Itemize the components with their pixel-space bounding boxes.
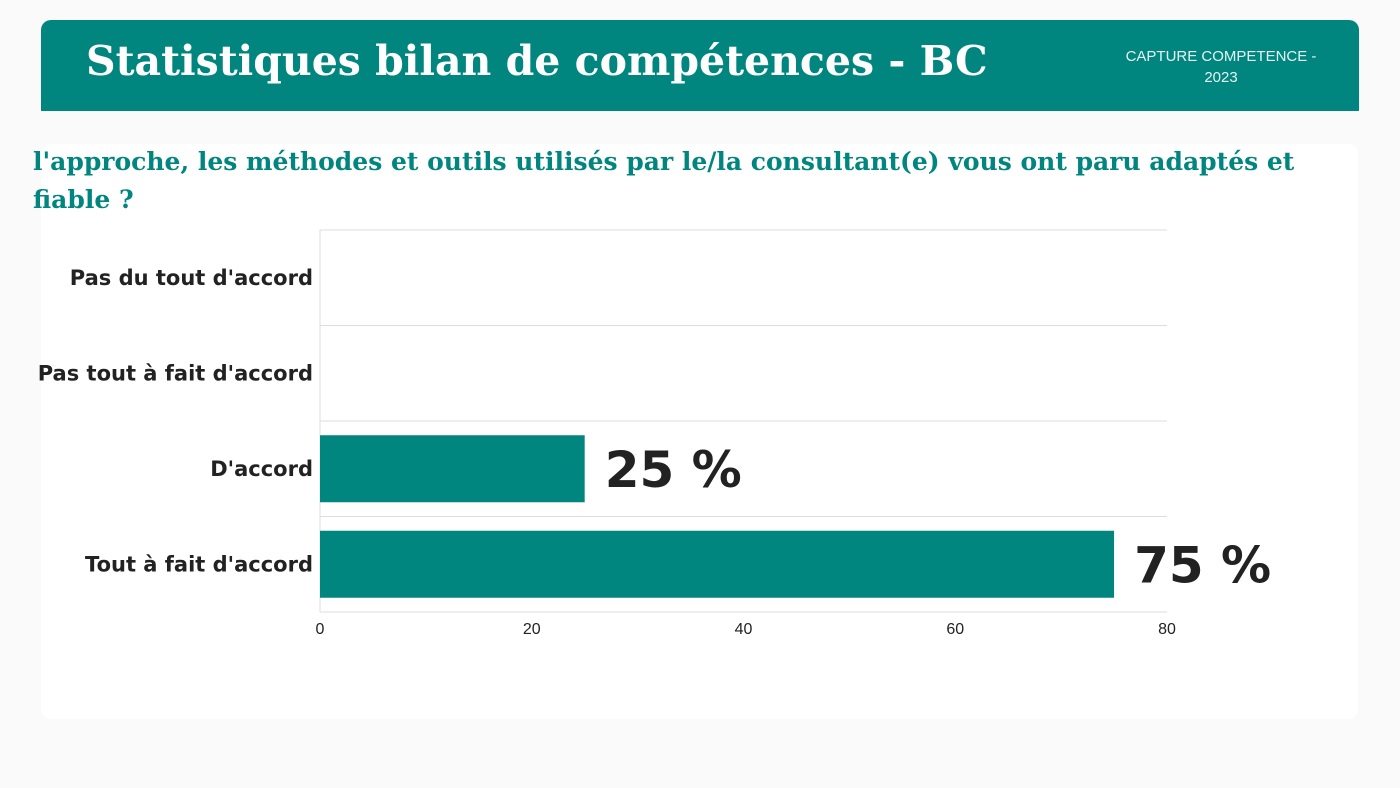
data-label-3: 75 % — [1134, 536, 1271, 594]
bar-3 — [320, 530, 1115, 598]
x-tick-label-4: 80 — [1158, 621, 1176, 638]
question-heading: l'approche, les méthodes et outils utili… — [33, 147, 1295, 214]
category-label-1: Pas tout à fait d'accord — [38, 361, 313, 385]
data-label-2: 25 % — [605, 441, 742, 499]
badge-line-2: 2023 — [1204, 69, 1238, 86]
page-title: Statistiques bilan de compétences - BC — [86, 37, 988, 85]
badge-line-1: CAPTURE COMPETENCE - — [1125, 48, 1317, 65]
chart-card — [41, 144, 1358, 719]
bar-2 — [320, 435, 585, 503]
x-tick-label-1: 20 — [523, 621, 541, 638]
x-tick-label-2: 40 — [735, 621, 753, 638]
chart-category-labels: Pas du tout d'accord Pas tout à fait d'ac… — [38, 266, 313, 577]
header-badge: CAPTURE COMPETENCE - 2023 — [1111, 46, 1331, 88]
category-label-3: Tout à fait d'accord — [85, 552, 313, 576]
category-label-2: D'accord — [210, 457, 313, 481]
category-label-0: Pas du tout d'accord — [70, 266, 313, 290]
chart-bars — [320, 435, 1115, 598]
chart-tick-labels: 0 20 40 60 80 — [316, 621, 1176, 638]
x-tick-label-3: 60 — [946, 621, 964, 638]
x-tick-label-0: 0 — [316, 621, 325, 638]
header-banner: Statistiques bilan de compétences - BC C… — [41, 20, 1359, 111]
chart-data-labels: 25 % 75 % — [605, 441, 1271, 595]
